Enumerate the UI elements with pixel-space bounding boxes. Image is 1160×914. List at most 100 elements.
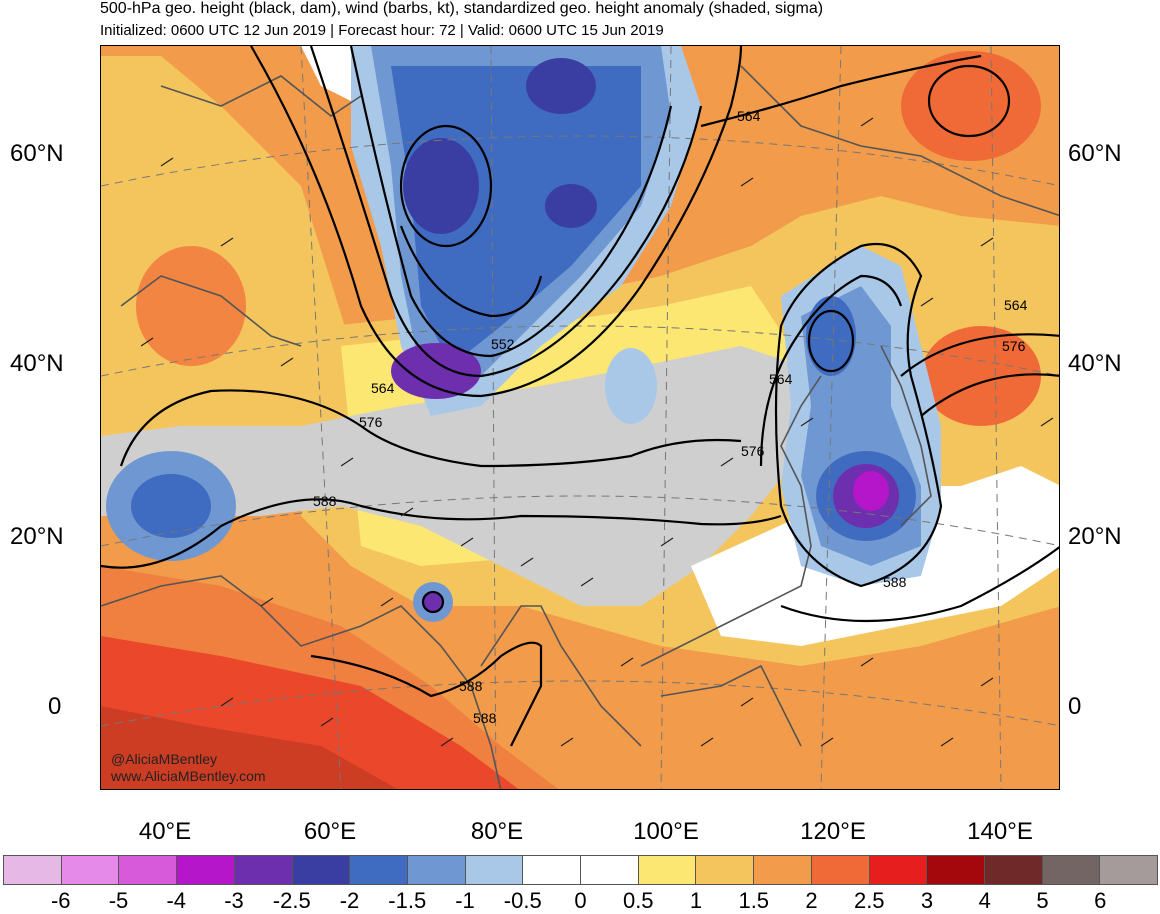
lon-label: 100°E: [633, 818, 699, 845]
contour-north-564: [700, 54, 982, 128]
colorbar-swatch: [811, 856, 870, 884]
colorbar-swatch: [638, 856, 697, 884]
colorbar-tick-label: -2: [339, 888, 360, 913]
lon-label: 80°E: [470, 818, 524, 845]
colorbar-tick-label: -3: [224, 888, 244, 913]
map-panel: 564 552 564 576 588 564 576 588 588 588 …: [100, 45, 1060, 790]
anomaly-low-eastasia-north: [806, 296, 856, 376]
wind-barb-shafts: [140, 117, 1054, 747]
colorbar-tick-label: 4: [978, 888, 991, 913]
anomaly-high-northeast: [901, 51, 1041, 161]
colorbar-swatch: [292, 856, 351, 884]
colorbar-tick-label: 1: [689, 888, 703, 913]
lon-label: 40°E: [138, 818, 192, 845]
lat-label-right: 0: [1068, 693, 1082, 720]
lat-label-left: 0: [48, 693, 62, 720]
colorbar-tick-label: -2.5: [272, 888, 311, 913]
lat-label-left: 20°N: [10, 523, 64, 550]
colorbar-tick-label: -0.5: [503, 888, 542, 913]
anomaly-high-east: [921, 326, 1041, 426]
graticule-lon-140: [990, 46, 1002, 789]
colorbar-tick-label: -5: [108, 888, 129, 913]
contour-label: 588: [313, 493, 337, 509]
graticule-lat-20: [101, 495, 1059, 547]
contour-588-north: [101, 498, 782, 569]
colorbar-tick-label: -4: [166, 888, 187, 913]
contour-label: 588: [459, 678, 483, 694]
height-contours: [101, 46, 1059, 747]
lat-label-right: 20°N: [1068, 523, 1122, 550]
contour-label: 576: [1002, 338, 1026, 354]
coastline-arctic: [160, 75, 362, 117]
contour-trough-3: [399, 225, 543, 318]
contour-label: 564: [737, 108, 761, 124]
graticule-lat-60: [101, 135, 1059, 187]
lon-label: 60°E: [303, 818, 357, 845]
colorbar-swatch: [350, 856, 408, 884]
contour-east-576: [920, 373, 1059, 417]
coastline-arabia-india: [101, 575, 502, 789]
contour-label: 564: [371, 380, 395, 396]
colorbar-swatch: [927, 856, 985, 884]
lon-label: 120°E: [800, 818, 866, 845]
contour-eastasia-588: [780, 546, 1059, 623]
contour-label: 564: [1004, 297, 1028, 313]
colorbar-swatch: [234, 856, 293, 884]
credit-url: www.AliciaMBentley.com: [111, 768, 266, 784]
colorbar-swatch: [61, 856, 120, 884]
contour-588-south: [310, 641, 543, 747]
colorbar: [3, 855, 1158, 885]
lat-label-left: 60°N: [10, 140, 64, 167]
colorbar-swatch: [177, 856, 235, 884]
coastline-black-sea: [120, 275, 302, 347]
anomaly-low-north-core4: [391, 343, 481, 399]
contour-label: 564: [769, 371, 793, 387]
colorbar-swatch: [4, 856, 62, 884]
colorbar-tick-label: 2.5: [853, 888, 885, 913]
graticule-lat-40: [101, 325, 1059, 377]
coastline-indochina: [660, 664, 802, 747]
contour-east-564: [900, 333, 1059, 377]
chart-title: 500-hPa geo. height (black, dam), wind (…: [100, 0, 824, 17]
contour-label: 588: [473, 710, 497, 726]
contour-label: 552: [491, 336, 515, 352]
colorbar-tick-label: 3: [920, 888, 934, 913]
graticule-lon-100: [660, 46, 672, 789]
graticule-lon-120: [820, 46, 842, 789]
coastline-okhotsk: [740, 65, 1059, 217]
credit-handle: @AliciaMBentley: [111, 751, 218, 767]
anomaly-cyclone-core: [423, 592, 443, 612]
anomaly-map: [101, 46, 1059, 789]
colorbar-swatch: [984, 856, 1043, 884]
colorbar-tick-label: -1.5: [388, 888, 427, 913]
colorbar-swatch: [119, 856, 178, 884]
anomaly-low-north-core2: [545, 184, 597, 228]
colorbar-tick-label: 0.5: [622, 888, 654, 913]
colorbar-swatch: [1100, 856, 1158, 884]
contour-label: 588: [883, 574, 907, 590]
lat-label-left: 40°N: [10, 350, 64, 377]
colorbar-swatch: [696, 856, 755, 884]
contour-trough-outer: [250, 46, 743, 398]
contour-closed-high-northeast: [927, 64, 1011, 138]
contour-label: 576: [359, 414, 383, 430]
lon-label: 140°E: [967, 818, 1033, 845]
graticule-lat-0: [101, 680, 1059, 727]
lat-label-right: 60°N: [1068, 140, 1122, 167]
anomaly-low-eastasia-core: [853, 471, 889, 511]
contour-trough-1: [309, 46, 703, 378]
colorbar-tick-label: -6: [50, 888, 71, 913]
colorbar-tick-label: 5: [1036, 888, 1049, 913]
anomaly-low-north-core3: [526, 58, 596, 114]
contour-576: [119, 389, 742, 468]
colorbar-swatch: [581, 856, 639, 884]
anomaly-region-south-orange: [101, 566, 559, 789]
colorbar-swatch: [869, 856, 928, 884]
colorbar-swatch: [407, 856, 466, 884]
contour-eastasia-576: [759, 274, 903, 467]
contour-trough-2: [349, 46, 673, 358]
contour-label: 576: [741, 443, 765, 459]
colorbar-tick-label: 2: [805, 888, 818, 913]
coastline-china: [640, 375, 822, 667]
colorbar-tick-label: 1.5: [738, 888, 770, 913]
